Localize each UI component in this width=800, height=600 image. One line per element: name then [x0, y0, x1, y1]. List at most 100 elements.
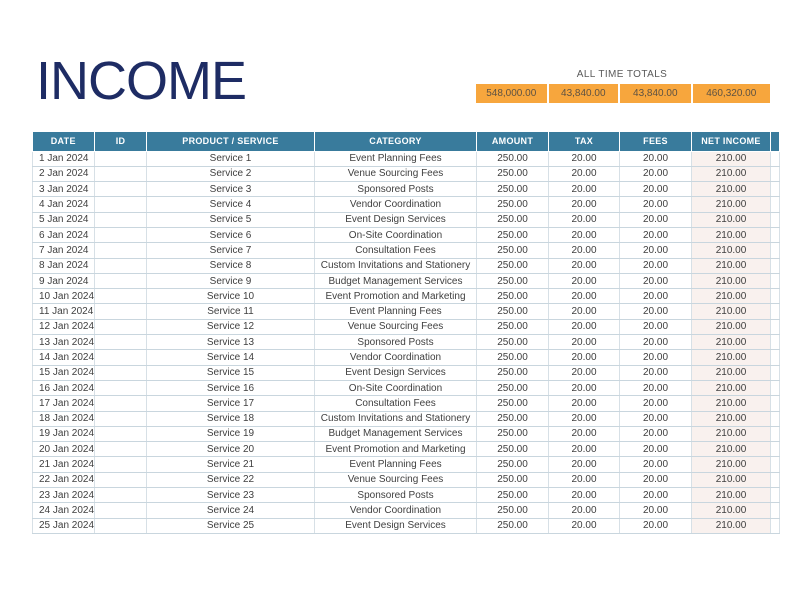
cell-amount[interactable]: 250.00: [476, 502, 549, 519]
cell-id[interactable]: [94, 518, 147, 534]
cell-amount[interactable]: 250.00: [476, 395, 549, 412]
cell-product[interactable]: Service 8: [146, 258, 315, 274]
cell-amount[interactable]: 250.00: [476, 487, 549, 504]
cell-id[interactable]: [94, 196, 147, 213]
cell-tax[interactable]: 20.00: [548, 411, 620, 427]
cell-product[interactable]: Service 17: [146, 395, 315, 412]
total-amount-cell[interactable]: 548,000.00: [476, 84, 547, 103]
cell-tax[interactable]: 20.00: [548, 181, 620, 198]
cell-category[interactable]: On-Site Coordination: [314, 380, 477, 397]
cell-product[interactable]: Service 12: [146, 319, 315, 336]
cell-date[interactable]: 17 Jan 2024: [32, 395, 95, 412]
cell-net-income[interactable]: 210.00: [691, 502, 771, 519]
cell-net-income[interactable]: 210.00: [691, 319, 771, 336]
cell-tax[interactable]: 20.00: [548, 319, 620, 336]
cell-amount[interactable]: 250.00: [476, 349, 549, 366]
cell-date[interactable]: 13 Jan 2024: [32, 334, 95, 351]
cell-net-income[interactable]: 210.00: [691, 380, 771, 397]
cell-product[interactable]: Service 6: [146, 227, 315, 244]
cell-category[interactable]: Event Planning Fees: [314, 151, 477, 167]
cell-fees[interactable]: 20.00: [619, 258, 692, 274]
cell-tax[interactable]: 20.00: [548, 502, 620, 519]
cell-net-income[interactable]: 210.00: [691, 181, 771, 198]
cell-fees[interactable]: 20.00: [619, 303, 692, 320]
cell-product[interactable]: Service 2: [146, 166, 315, 183]
cell-amount[interactable]: 250.00: [476, 334, 549, 351]
cell-category[interactable]: Vendor Coordination: [314, 502, 477, 519]
cell-date[interactable]: 12 Jan 2024: [32, 319, 95, 336]
cell-id[interactable]: [94, 181, 147, 198]
cell-amount[interactable]: 250.00: [476, 227, 549, 244]
cell-date[interactable]: 18 Jan 2024: [32, 411, 95, 427]
cell-amount[interactable]: 250.00: [476, 303, 549, 320]
cell-id[interactable]: [94, 258, 147, 274]
cell-date[interactable]: 19 Jan 2024: [32, 426, 95, 443]
cell-category[interactable]: On-Site Coordination: [314, 227, 477, 244]
cell-net-income[interactable]: 210.00: [691, 472, 771, 489]
column-header-category[interactable]: CATEGORY: [314, 132, 477, 152]
cell-amount[interactable]: 250.00: [476, 365, 549, 381]
cell-category[interactable]: Event Design Services: [314, 212, 477, 228]
cell-amount[interactable]: 250.00: [476, 456, 549, 473]
cell-id[interactable]: [94, 212, 147, 228]
cell-tax[interactable]: 20.00: [548, 441, 620, 458]
cell-amount[interactable]: 250.00: [476, 181, 549, 198]
cell-net-income[interactable]: 210.00: [691, 411, 771, 427]
cell-product[interactable]: Service 10: [146, 288, 315, 305]
cell-amount[interactable]: 250.00: [476, 258, 549, 274]
cell-net-income[interactable]: 210.00: [691, 258, 771, 274]
cell-id[interactable]: [94, 487, 147, 504]
cell-fees[interactable]: 20.00: [619, 166, 692, 183]
cell-fees[interactable]: 20.00: [619, 395, 692, 412]
cell-id[interactable]: [94, 227, 147, 244]
cell-id[interactable]: [94, 349, 147, 366]
column-header-net-income[interactable]: NET INCOME: [691, 132, 771, 152]
cell-date[interactable]: 20 Jan 2024: [32, 441, 95, 458]
cell-fees[interactable]: 20.00: [619, 151, 692, 167]
cell-product[interactable]: Service 9: [146, 273, 315, 290]
cell-net-income[interactable]: 210.00: [691, 334, 771, 351]
cell-amount[interactable]: 250.00: [476, 319, 549, 336]
cell-id[interactable]: [94, 273, 147, 290]
cell-category[interactable]: Venue Sourcing Fees: [314, 472, 477, 489]
cell-product[interactable]: Service 13: [146, 334, 315, 351]
total-net-income-cell[interactable]: 460,320.00: [692, 84, 771, 103]
cell-fees[interactable]: 20.00: [619, 426, 692, 443]
cell-category[interactable]: Event Promotion and Marketing: [314, 288, 477, 305]
cell-category[interactable]: Custom Invitations and Stationery: [314, 258, 477, 274]
cell-tax[interactable]: 20.00: [548, 166, 620, 183]
cell-category[interactable]: Vendor Coordination: [314, 196, 477, 213]
column-header-amount[interactable]: AMOUNT: [476, 132, 549, 152]
cell-amount[interactable]: 250.00: [476, 441, 549, 458]
cell-id[interactable]: [94, 472, 147, 489]
cell-id[interactable]: [94, 288, 147, 305]
cell-amount[interactable]: 250.00: [476, 411, 549, 427]
cell-tax[interactable]: 20.00: [548, 227, 620, 244]
cell-fees[interactable]: 20.00: [619, 456, 692, 473]
cell-tax[interactable]: 20.00: [548, 395, 620, 412]
cell-fees[interactable]: 20.00: [619, 487, 692, 504]
total-tax-cell[interactable]: 43,840.00: [548, 84, 619, 103]
cell-date[interactable]: 11 Jan 2024: [32, 303, 95, 320]
cell-product[interactable]: Service 16: [146, 380, 315, 397]
column-header-product[interactable]: PRODUCT / SERVICE: [146, 132, 315, 152]
cell-product[interactable]: Service 19: [146, 426, 315, 443]
cell-amount[interactable]: 250.00: [476, 472, 549, 489]
cell-amount[interactable]: 250.00: [476, 212, 549, 228]
cell-product[interactable]: Service 25: [146, 518, 315, 534]
cell-amount[interactable]: 250.00: [476, 518, 549, 534]
cell-id[interactable]: [94, 319, 147, 336]
cell-date[interactable]: 23 Jan 2024: [32, 487, 95, 504]
cell-id[interactable]: [94, 365, 147, 381]
cell-date[interactable]: 25 Jan 2024: [32, 518, 95, 534]
cell-tax[interactable]: 20.00: [548, 212, 620, 228]
column-header-tax[interactable]: TAX: [548, 132, 620, 152]
cell-product[interactable]: Service 21: [146, 456, 315, 473]
cell-tax[interactable]: 20.00: [548, 380, 620, 397]
cell-net-income[interactable]: 210.00: [691, 456, 771, 473]
cell-fees[interactable]: 20.00: [619, 502, 692, 519]
total-fees-cell[interactable]: 43,840.00: [620, 84, 691, 103]
cell-net-income[interactable]: 210.00: [691, 349, 771, 366]
cell-fees[interactable]: 20.00: [619, 365, 692, 381]
cell-id[interactable]: [94, 456, 147, 473]
